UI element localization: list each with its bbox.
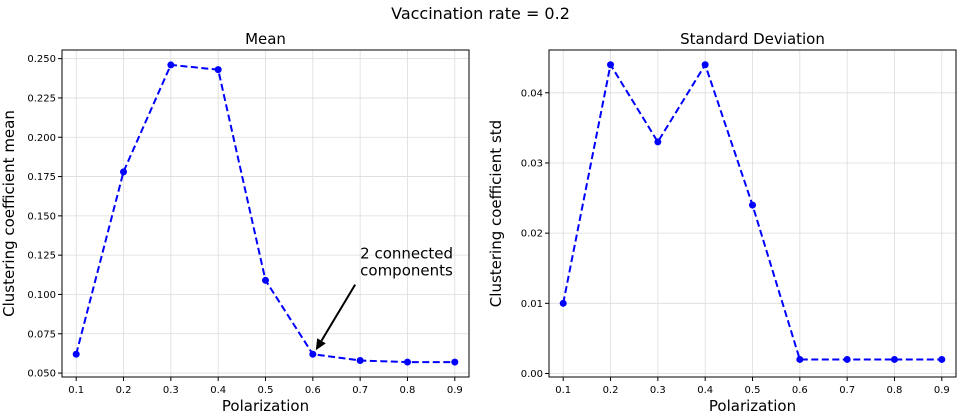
data-point bbox=[701, 61, 709, 69]
y-tick-label: 0.03 bbox=[521, 158, 543, 169]
data-point bbox=[214, 66, 222, 74]
data-point bbox=[403, 358, 411, 366]
data-point bbox=[356, 356, 364, 364]
data-point bbox=[654, 138, 662, 146]
data-point bbox=[890, 355, 898, 363]
y-tick-label: 0.02 bbox=[521, 229, 543, 240]
x-tick-label: 0.1 bbox=[555, 385, 571, 396]
x-tick-label: 0.5 bbox=[745, 385, 761, 396]
y-tick-label: 0.250 bbox=[27, 54, 56, 65]
y-tick-label: 0.00 bbox=[521, 369, 543, 380]
y-tick-label: 0.100 bbox=[27, 290, 56, 301]
x-tick-label: 0.7 bbox=[352, 385, 368, 396]
y-tick-label: 0.050 bbox=[27, 369, 56, 380]
y-axis-label: Clustering coefficient std bbox=[487, 120, 505, 307]
x-tick-label: 0.4 bbox=[697, 385, 713, 396]
annotation-arrow-shaft bbox=[320, 284, 357, 342]
mean-chart: 0.1 0.2 0.3 0.4 0.5 0.6 0.7 0.8 0.9 0.050 0.075 0.1… bbox=[0, 30, 470, 415]
y-tick-label: 0.125 bbox=[27, 251, 56, 262]
data-point bbox=[796, 355, 804, 363]
data-point bbox=[938, 355, 946, 363]
std-chart: 0.1 0.2 0.3 0.4 0.5 0.6 0.7 0.8 0.9 0.00 0.01 0.02 0… bbox=[487, 30, 957, 415]
data-point bbox=[451, 358, 459, 366]
annotation-text: 2 connected bbox=[360, 245, 453, 263]
x-tick-label: 0.9 bbox=[934, 385, 950, 396]
subplot-title: Mean bbox=[245, 30, 286, 48]
data-point bbox=[309, 350, 317, 358]
data-point bbox=[607, 61, 615, 69]
x-tick-label: 0.5 bbox=[258, 385, 274, 396]
annotation-arrow-head bbox=[315, 338, 326, 351]
x-tick-label: 0.3 bbox=[163, 385, 179, 396]
y-axis-label: Clustering coefficient mean bbox=[0, 110, 18, 317]
data-point bbox=[120, 168, 128, 176]
x-tick-label: 0.8 bbox=[400, 385, 416, 396]
data-point bbox=[843, 355, 851, 363]
x-tick-label: 0.9 bbox=[447, 385, 463, 396]
y-tick-label: 0.075 bbox=[27, 329, 56, 340]
x-tick-label: 0.8 bbox=[887, 385, 903, 396]
y-tick-label: 0.175 bbox=[27, 172, 56, 183]
x-tick-label: 0.6 bbox=[305, 385, 321, 396]
y-tick-label: 0.225 bbox=[27, 93, 56, 104]
x-tick-label: 0.2 bbox=[603, 385, 619, 396]
data-point bbox=[262, 276, 269, 284]
x-tick-label: 0.7 bbox=[839, 385, 855, 396]
x-tick-label: 0.4 bbox=[210, 385, 226, 396]
x-tick-label: 0.6 bbox=[792, 385, 808, 396]
y-tick-label: 0.150 bbox=[27, 211, 56, 222]
x-tick-label: 0.1 bbox=[68, 385, 84, 396]
annotation-text: components bbox=[360, 262, 453, 280]
subplot-title: Standard Deviation bbox=[680, 30, 825, 48]
x-tick-label: 0.3 bbox=[650, 385, 666, 396]
y-tick-label: 0.200 bbox=[27, 133, 56, 144]
data-point bbox=[749, 201, 756, 209]
y-tick-label: 0.01 bbox=[521, 299, 543, 310]
x-axis-label: Polarization bbox=[709, 397, 796, 415]
data-point bbox=[559, 299, 567, 307]
data-point bbox=[72, 350, 80, 358]
figure-title: Vaccination rate = 0.2 bbox=[391, 4, 570, 23]
y-tick-label: 0.04 bbox=[521, 88, 543, 99]
x-tick-label: 0.2 bbox=[116, 385, 132, 396]
data-point bbox=[167, 61, 175, 69]
x-axis-label: Polarization bbox=[222, 397, 309, 415]
